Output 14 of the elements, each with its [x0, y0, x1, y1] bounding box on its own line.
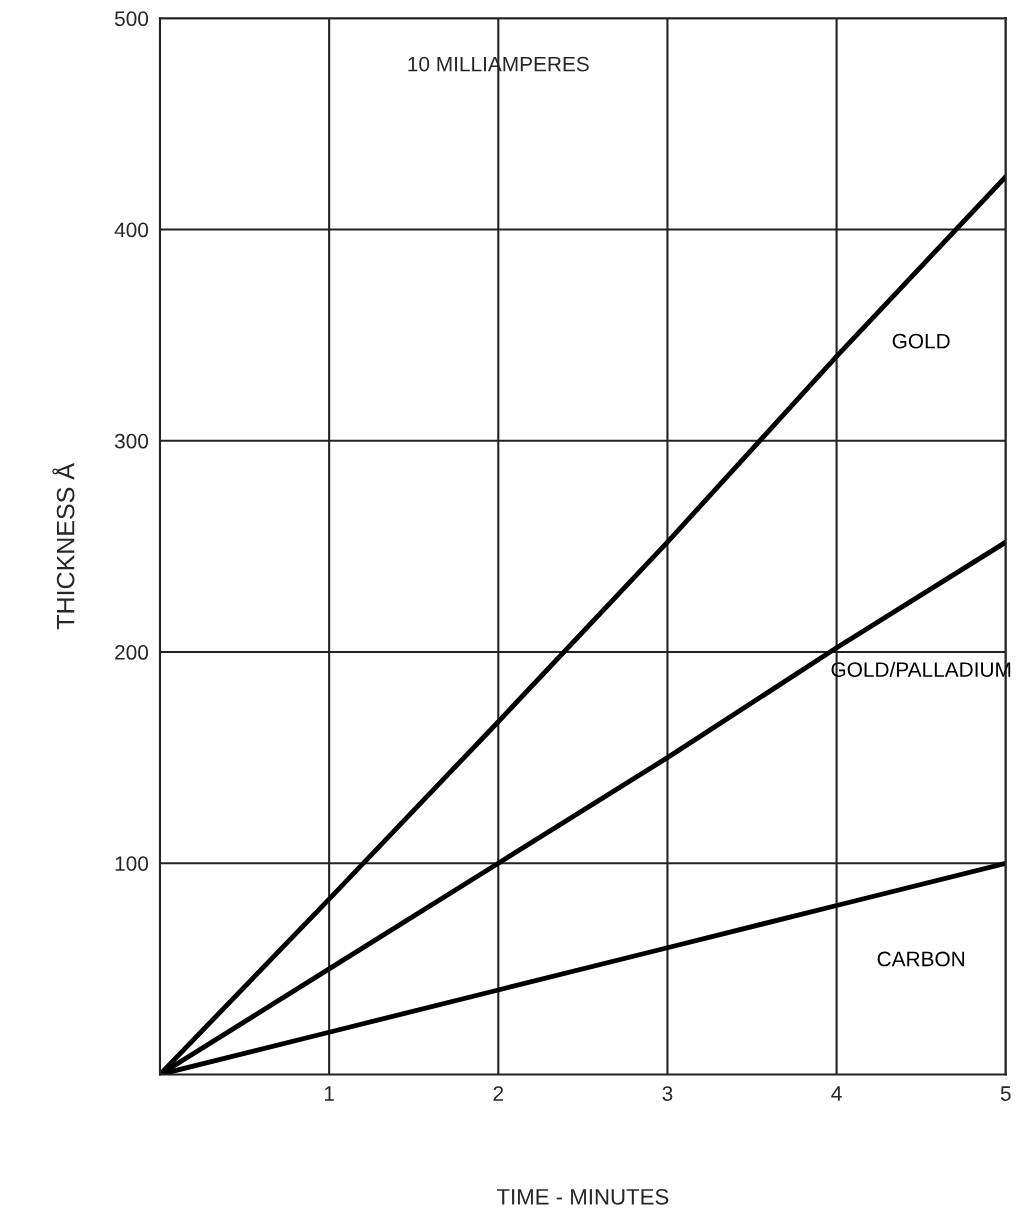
x-tick-label: 5 [1000, 1086, 1011, 1101]
y-tick-label: 100 [115, 856, 149, 871]
x-axis-title: TIME - MINUTES [496, 1188, 669, 1205]
y-tick-label: 400 [114, 222, 149, 238]
y-tick-label: 300 [114, 433, 149, 449]
x-tick-label: 1 [324, 1086, 334, 1101]
x-tick-label: 4 [831, 1086, 842, 1101]
x-tick-label: 3 [662, 1086, 673, 1101]
y-axis-title: THICKNESS Å [52, 463, 75, 630]
x-tick-label: 2 [493, 1086, 504, 1101]
text: CARBON [877, 951, 965, 967]
series-label: GOLD [892, 333, 950, 349]
y-tick-label: 200 [115, 645, 149, 660]
y-tick-label: 500 [114, 11, 149, 27]
